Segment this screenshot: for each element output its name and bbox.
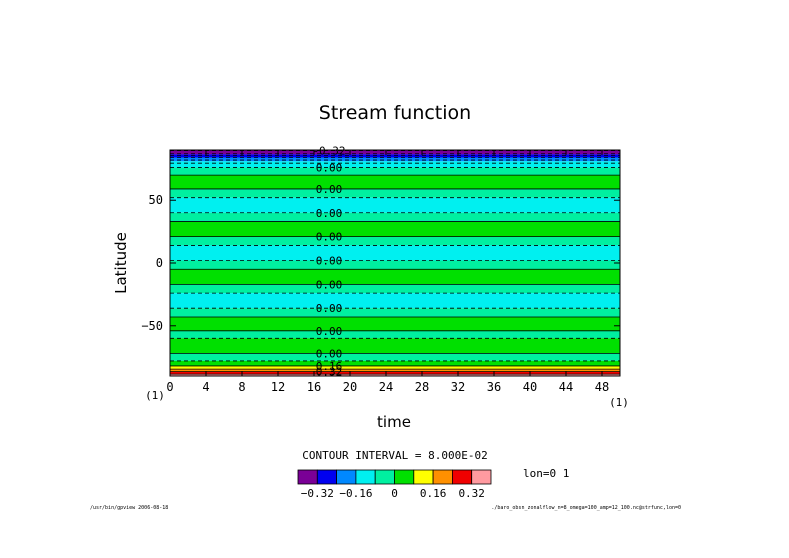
contour-band — [170, 221, 620, 237]
contour-band — [170, 308, 620, 317]
x-tick-label: 48 — [595, 380, 609, 394]
colorbar-tick-label: −0.32 — [301, 487, 334, 500]
colorbar-swatch — [297, 469, 318, 485]
x-tick-label: 16 — [307, 380, 321, 394]
contour-label: 0.16 — [316, 360, 343, 373]
contour-label: 0.00 — [316, 325, 343, 338]
x-tick-label: 0 — [166, 380, 173, 394]
x-tick-label: 32 — [451, 380, 465, 394]
x-tick-label: 12 — [271, 380, 285, 394]
colorbar-swatch — [336, 469, 357, 485]
contour-label: 0.00 — [316, 347, 343, 360]
y-axis-label: Latitude — [112, 232, 130, 294]
contour-interval-label: CONTOUR INTERVAL = 8.000E-02 — [302, 449, 487, 462]
contour-label: 0.00 — [316, 302, 343, 315]
contour-label: 0.00 — [316, 183, 343, 196]
y-axis-ticks: 50 0 −50 — [141, 193, 620, 333]
x-tick-label: 24 — [379, 380, 393, 394]
contour-fill-bands — [170, 150, 620, 376]
contour-label: -0.32 — [312, 145, 345, 158]
y-axis-unit: (1) — [145, 389, 165, 402]
x-tick-label: 44 — [559, 380, 573, 394]
footer-left: /usr/bin/gpview 2006-08-18 — [90, 505, 168, 511]
contour-label: 0.00 — [316, 207, 343, 220]
contour-band — [170, 374, 620, 376]
x-tick-label: 20 — [343, 380, 357, 394]
x-axis-unit: (1) — [609, 396, 629, 409]
contour-label: 0.32 — [316, 366, 343, 379]
contour-band — [170, 330, 620, 339]
colorbar-swatch — [394, 469, 415, 485]
footer-right: ./baro_obsn_zonalflow_n=8_omega=100_amp=… — [491, 505, 681, 511]
contour-band — [170, 260, 620, 270]
colorbar-tick-label: −0.16 — [339, 487, 372, 500]
contour-band — [170, 353, 620, 361]
contour-band — [170, 236, 620, 246]
contour-band — [170, 150, 620, 155]
contour-band — [170, 293, 620, 309]
colorbar-swatch — [413, 469, 434, 485]
contour-band — [170, 161, 620, 168]
contour-band — [170, 197, 620, 213]
contour-band — [170, 212, 620, 222]
contour-band — [170, 369, 620, 372]
lon-annotation: lon=0 1 — [523, 467, 569, 480]
contour-band — [170, 157, 620, 162]
x-tick-label: 40 — [523, 380, 537, 394]
colorbar-swatch — [316, 469, 337, 485]
colorbar-swatch — [355, 469, 376, 485]
contour-band — [170, 245, 620, 261]
contour-band — [170, 316, 620, 331]
colorbar — [297, 469, 492, 485]
x-tick-label: 36 — [487, 380, 501, 394]
contour-band — [170, 269, 620, 285]
x-tick-label: 28 — [415, 380, 429, 394]
contour-band — [170, 175, 620, 189]
contour-lines — [170, 150, 620, 375]
colorbar-tick-labels: −0.32 −0.16 0 0.16 0.32 — [301, 487, 485, 500]
colorbar-swatch — [374, 469, 395, 485]
x-axis-label: time — [377, 413, 411, 431]
y-tick-label: −50 — [141, 319, 163, 333]
contour-band — [170, 167, 620, 176]
y-tick-label: 50 — [149, 193, 163, 207]
colorbar-swatch — [451, 469, 473, 485]
contour-band — [170, 338, 620, 354]
contour-label: 0.00 — [316, 231, 343, 244]
x-axis-ticks: 0 4 8 12 16 20 24 28 32 36 40 44 48 — [166, 150, 609, 394]
colorbar-tick-label: 0.32 — [458, 487, 485, 500]
colorbar-swatch — [471, 469, 492, 485]
chart-title: Stream function — [319, 102, 471, 124]
contour-label: 0.00 — [316, 254, 343, 267]
x-tick-label: 4 — [202, 380, 209, 394]
contour-band — [170, 365, 620, 370]
contour-label: 0.00 — [316, 162, 343, 175]
contour-band — [170, 284, 620, 294]
colorbar-tick-label: 0.16 — [420, 487, 447, 500]
contour-band — [170, 188, 620, 198]
x-tick-label: 8 — [238, 380, 245, 394]
contour-band — [170, 371, 620, 375]
y-tick-label: 0 — [156, 256, 163, 270]
colorbar-swatch — [432, 469, 453, 485]
contour-band — [170, 360, 620, 366]
contour-label: 0.00 — [316, 278, 343, 291]
colorbar-tick-label: 0 — [391, 487, 398, 500]
contour-labels: -0.32 0.00 0.00 0.00 0.00 0.00 0.00 0.00 0.00 0.0… — [312, 145, 345, 379]
